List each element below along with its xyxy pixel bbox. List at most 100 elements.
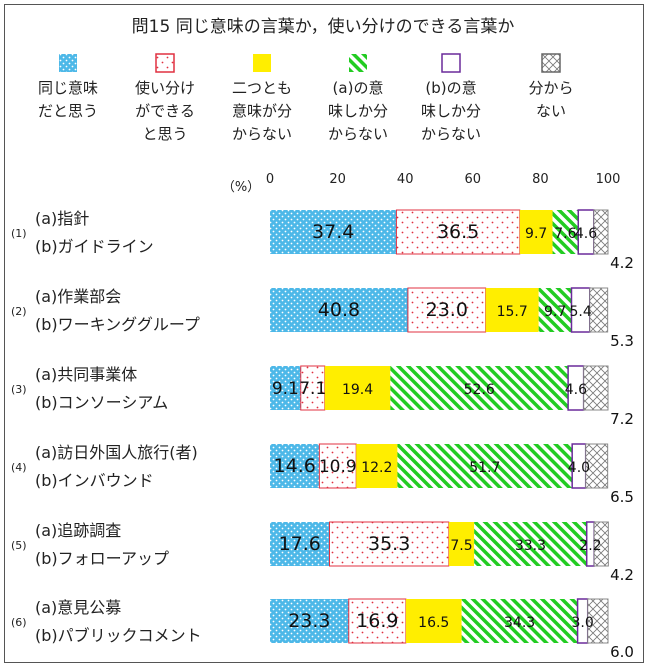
legend-label: 意味が分 [232, 102, 292, 120]
x-tick-label: 100 [596, 172, 621, 187]
data-label: 7.5 [450, 538, 472, 554]
data-label: 35.3 [368, 533, 410, 555]
data-label: 4.2 [610, 566, 634, 584]
category-label-a: (a)意見公募 [35, 598, 121, 617]
bar-segment [390, 366, 569, 410]
bar-segment [270, 366, 301, 410]
bars [270, 209, 609, 644]
category-number: (3) [11, 383, 27, 396]
data-label: 16.9 [356, 610, 398, 632]
category-label-b: (b)コンソーシアム [35, 393, 168, 412]
data-label: 9.7 [544, 304, 566, 320]
x-tick-label: 40 [397, 172, 414, 187]
legend-label: 二つとも [232, 79, 292, 97]
bar-segment [461, 599, 578, 643]
legend-label: 味しか分 [328, 102, 388, 120]
data-label: 3.0 [572, 615, 594, 631]
category-number: (4) [11, 461, 27, 474]
legend-label: と思う [142, 125, 187, 143]
bar-segment [593, 209, 609, 255]
legend-label: からない [328, 125, 388, 143]
data-label: 40.8 [318, 299, 360, 321]
legend-swatch [59, 54, 77, 72]
data-label: 4.6 [565, 382, 587, 398]
legend-swatch [441, 53, 461, 73]
data-label: 12.2 [361, 460, 392, 476]
data-label: 9.7 [525, 226, 547, 242]
legend-label: ない [536, 102, 566, 120]
data-label: 9.1 [272, 379, 299, 399]
bar-segment [270, 288, 408, 332]
data-label: 6.5 [610, 488, 634, 506]
x-axis-ticks: 0 20 40 60 80 100 [266, 172, 621, 187]
bar-segment [328, 521, 450, 567]
bar-segment [552, 210, 579, 254]
data-label: 7.1 [299, 379, 326, 399]
category-number: (2) [11, 305, 27, 318]
bar-segment [348, 598, 407, 644]
category-label-a: (a)共同事業体 [35, 365, 137, 384]
bar-segment [474, 522, 587, 566]
data-label: 4.2 [610, 254, 634, 272]
bar-segment [300, 365, 326, 411]
category-label-a: (a)追跡調査 [35, 521, 121, 540]
data-label: 37.4 [312, 221, 354, 243]
data-label: 14.6 [274, 455, 316, 477]
category-number: (6) [11, 616, 27, 629]
data-label: 16.5 [418, 615, 449, 631]
x-tick-label: 80 [532, 172, 549, 187]
legend-swatch [541, 53, 561, 73]
bar-segment [485, 288, 539, 332]
data-label: 6.0 [610, 643, 634, 661]
category-number: (5) [11, 539, 27, 552]
bar-segment [270, 522, 330, 566]
category-label-b: (b)インバウンド [35, 471, 154, 490]
data-label: 17.6 [279, 533, 321, 555]
category-label-b: (b)ガイドライン [35, 237, 154, 256]
bar-segment [270, 210, 397, 254]
bar-segment [270, 444, 320, 488]
legend-label: 分から [528, 79, 573, 97]
value-labels: 37.4 36.5 9.7 7.64.64.240.8 23.0 15.7 9.7 5.45.… [272, 221, 634, 661]
bar-segment [587, 598, 609, 644]
x-tick-label: 60 [465, 172, 482, 187]
data-label: 5.4 [569, 304, 591, 320]
bar-segment [318, 443, 357, 489]
category-number: (1) [11, 227, 27, 240]
legend-swatch [155, 53, 175, 73]
bar-segment [593, 521, 609, 567]
bar-segment [407, 287, 487, 333]
legend-swatch [253, 54, 271, 72]
x-tick-label: 20 [329, 172, 346, 187]
bar-segment [356, 444, 398, 488]
bar-segment [395, 209, 521, 255]
bar-segment [585, 443, 609, 489]
data-label: 52.6 [464, 382, 495, 398]
category-label-b: (b)パブリックコメント [35, 626, 202, 645]
data-label: 10.9 [319, 457, 357, 477]
legend-label: だと思う [38, 102, 98, 120]
legend-label: からない [421, 125, 481, 143]
bar-segment [519, 210, 553, 254]
data-label: 34.3 [504, 615, 535, 631]
bar-segment [538, 288, 572, 332]
bar-segment [324, 366, 391, 410]
x-tick-label: 0 [266, 172, 274, 187]
legend-label: ができる [135, 102, 195, 120]
chart-title: 問15 同じ意味の言葉か，使い分けのできる言葉か [132, 16, 515, 37]
data-label: 7.6 [554, 226, 576, 242]
bar-segment [448, 522, 475, 566]
legend-label: (a)の意 [333, 79, 384, 97]
category-labels: (1) (a)指針 (b)ガイドライン (2) (a)作業部会 (b)ワーキンググループ (… [11, 209, 202, 645]
axis-unit: （%） [222, 180, 260, 195]
legend-label: 味しか分 [421, 102, 481, 120]
data-label: 4.6 [575, 226, 597, 242]
legend-label: (b)の意 [425, 79, 476, 97]
data-label: 5.3 [610, 332, 634, 350]
bar-segment [397, 444, 573, 488]
data-label: 7.2 [610, 410, 634, 428]
bar-segment [270, 599, 349, 643]
category-label-a: (a)指針 [35, 209, 89, 228]
